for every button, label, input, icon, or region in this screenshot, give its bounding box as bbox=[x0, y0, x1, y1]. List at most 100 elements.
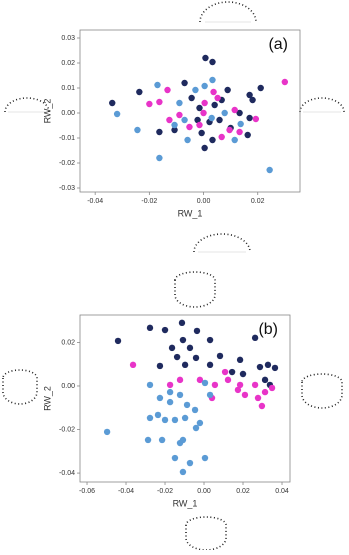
point bbox=[196, 121, 203, 129]
point bbox=[239, 370, 247, 378]
point bbox=[183, 401, 191, 409]
x-tick-label: -0.04 bbox=[118, 488, 134, 495]
x-axis-title: RW_1 bbox=[173, 498, 198, 508]
point bbox=[196, 376, 204, 384]
point bbox=[221, 109, 228, 117]
point bbox=[103, 428, 111, 436]
point bbox=[173, 353, 181, 361]
point bbox=[206, 391, 214, 399]
point bbox=[192, 354, 200, 362]
point bbox=[201, 454, 209, 462]
point bbox=[179, 468, 187, 476]
point bbox=[209, 136, 216, 144]
shape-icon bbox=[2, 1, 345, 551]
point bbox=[208, 114, 215, 122]
point bbox=[211, 101, 218, 109]
y-tick-label: 0.00 bbox=[61, 383, 75, 390]
panel-label: (a) bbox=[268, 36, 288, 53]
point bbox=[251, 334, 259, 342]
y-axis-title: RW_2 bbox=[42, 386, 52, 411]
y-tick-label: -0.02 bbox=[59, 160, 75, 167]
point bbox=[252, 115, 260, 123]
point bbox=[181, 361, 189, 369]
point bbox=[171, 126, 178, 134]
point bbox=[268, 384, 276, 392]
point bbox=[171, 121, 178, 129]
point bbox=[234, 386, 242, 394]
point bbox=[161, 326, 169, 334]
x-tick-label: -0.06 bbox=[79, 488, 95, 495]
point bbox=[251, 381, 259, 389]
y-tick-label: 0.02 bbox=[61, 339, 75, 346]
point bbox=[226, 126, 233, 134]
point bbox=[146, 324, 154, 332]
point bbox=[158, 436, 166, 444]
point bbox=[176, 376, 184, 384]
x-tick-label: 0.02 bbox=[236, 488, 250, 495]
point bbox=[176, 111, 183, 119]
plot-frame bbox=[79, 314, 291, 483]
point bbox=[231, 136, 238, 144]
point bbox=[109, 99, 116, 107]
point bbox=[113, 110, 121, 118]
point bbox=[192, 86, 199, 94]
point bbox=[181, 414, 189, 422]
panel-label: (b) bbox=[258, 321, 278, 338]
y-tick-label: -0.03 bbox=[59, 185, 75, 192]
point bbox=[218, 133, 225, 141]
point bbox=[161, 416, 169, 424]
x-tick-label: -0.02 bbox=[157, 488, 173, 495]
point bbox=[176, 391, 184, 399]
point bbox=[188, 94, 195, 102]
x-tick-label: -0.02 bbox=[141, 198, 157, 205]
point bbox=[256, 363, 264, 371]
point bbox=[154, 411, 162, 419]
point bbox=[236, 128, 243, 136]
point bbox=[201, 144, 208, 152]
point bbox=[186, 344, 194, 352]
point bbox=[178, 319, 186, 327]
point bbox=[237, 120, 244, 128]
point bbox=[146, 414, 154, 422]
point bbox=[241, 391, 249, 399]
point bbox=[129, 361, 137, 369]
point bbox=[181, 116, 188, 124]
y-axis-title: RW_2 bbox=[42, 99, 52, 124]
point bbox=[146, 100, 153, 108]
point bbox=[261, 388, 269, 396]
point bbox=[171, 416, 179, 424]
y-tick-label: -0.04 bbox=[59, 470, 75, 477]
point bbox=[206, 361, 214, 369]
y-tick-label: -0.01 bbox=[59, 135, 75, 142]
point bbox=[224, 86, 231, 94]
point bbox=[209, 58, 216, 66]
point bbox=[191, 406, 199, 414]
point bbox=[231, 106, 238, 114]
point bbox=[156, 98, 163, 106]
point bbox=[224, 376, 232, 384]
point bbox=[249, 96, 256, 104]
point bbox=[214, 94, 221, 102]
point bbox=[136, 88, 143, 96]
point bbox=[257, 84, 264, 92]
plot-frame bbox=[79, 29, 301, 193]
y-tick-label: 0.01 bbox=[61, 85, 75, 92]
point bbox=[134, 126, 141, 134]
point bbox=[168, 344, 176, 352]
point bbox=[181, 79, 188, 87]
point bbox=[176, 99, 183, 107]
x-tick-label: 0.00 bbox=[197, 488, 211, 495]
point bbox=[202, 54, 209, 62]
point bbox=[193, 327, 201, 335]
point bbox=[156, 394, 164, 402]
point bbox=[166, 388, 174, 396]
point bbox=[211, 381, 219, 389]
point bbox=[246, 91, 253, 99]
point bbox=[201, 99, 208, 107]
point bbox=[200, 109, 207, 117]
point bbox=[236, 381, 244, 389]
point bbox=[166, 381, 174, 389]
point bbox=[184, 136, 191, 144]
y-tick-label: 0.03 bbox=[61, 35, 75, 42]
